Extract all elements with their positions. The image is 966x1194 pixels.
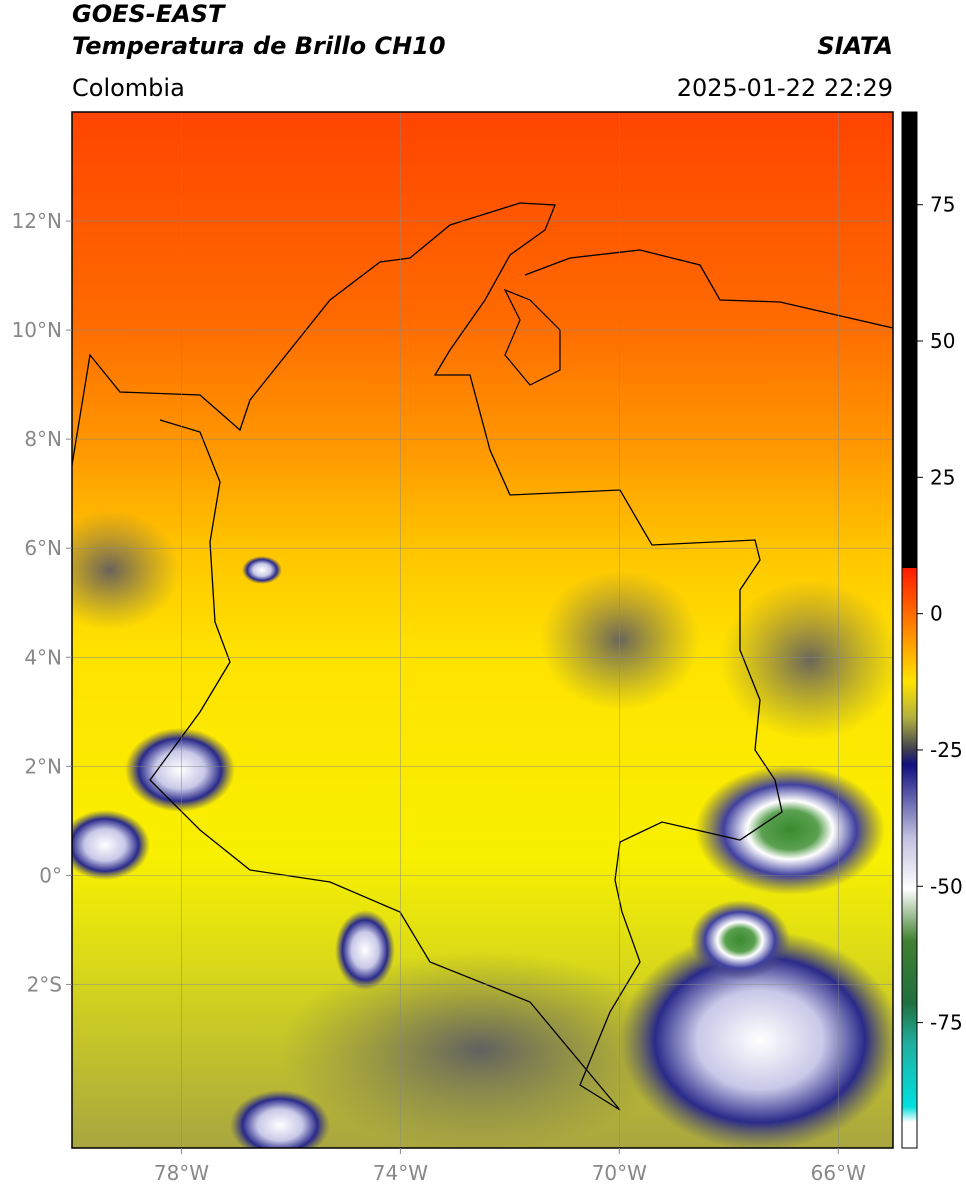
map-frame bbox=[71, 111, 894, 1149]
y-tick-label: 10°N bbox=[12, 318, 62, 342]
y-tick-label: 4°N bbox=[24, 645, 62, 669]
y-tick-label: 12°N bbox=[12, 209, 62, 233]
map-imagery bbox=[72, 112, 893, 1148]
y-tick-label: 0° bbox=[39, 863, 62, 887]
y-tick-label: 2°S bbox=[27, 972, 62, 996]
colorbar bbox=[901, 111, 918, 1149]
y-tick-label: 6°N bbox=[24, 536, 62, 560]
x-tick-label: 78°W bbox=[154, 1161, 209, 1185]
satellite-title: GOES-EAST bbox=[72, 0, 226, 28]
product-title: Temperatura de Brillo CH10 bbox=[72, 32, 446, 60]
x-tick-label: 70°W bbox=[592, 1161, 647, 1185]
colorbar-tick-label: 25 bbox=[930, 465, 955, 489]
source-label: SIATA bbox=[817, 32, 893, 60]
region-label: Colombia bbox=[72, 74, 185, 102]
colorbar-tick-label: 50 bbox=[930, 329, 955, 353]
colorbar-tick-label: -25 bbox=[930, 738, 963, 762]
x-tick-label: 66°W bbox=[811, 1161, 866, 1185]
colorbar-tick-label: 0 bbox=[930, 602, 943, 626]
grid bbox=[72, 112, 893, 1148]
colorbar-tick-label: 75 bbox=[930, 193, 955, 217]
x-tick-label: 74°W bbox=[373, 1161, 428, 1185]
colorbar-tick-label: -75 bbox=[930, 1011, 963, 1035]
colorbar-tick-label: -50 bbox=[930, 874, 963, 898]
y-tick-label: 8°N bbox=[24, 427, 62, 451]
datetime-label: 2025-01-22 22:29 bbox=[677, 74, 893, 102]
y-tick-label: 2°N bbox=[24, 754, 62, 778]
